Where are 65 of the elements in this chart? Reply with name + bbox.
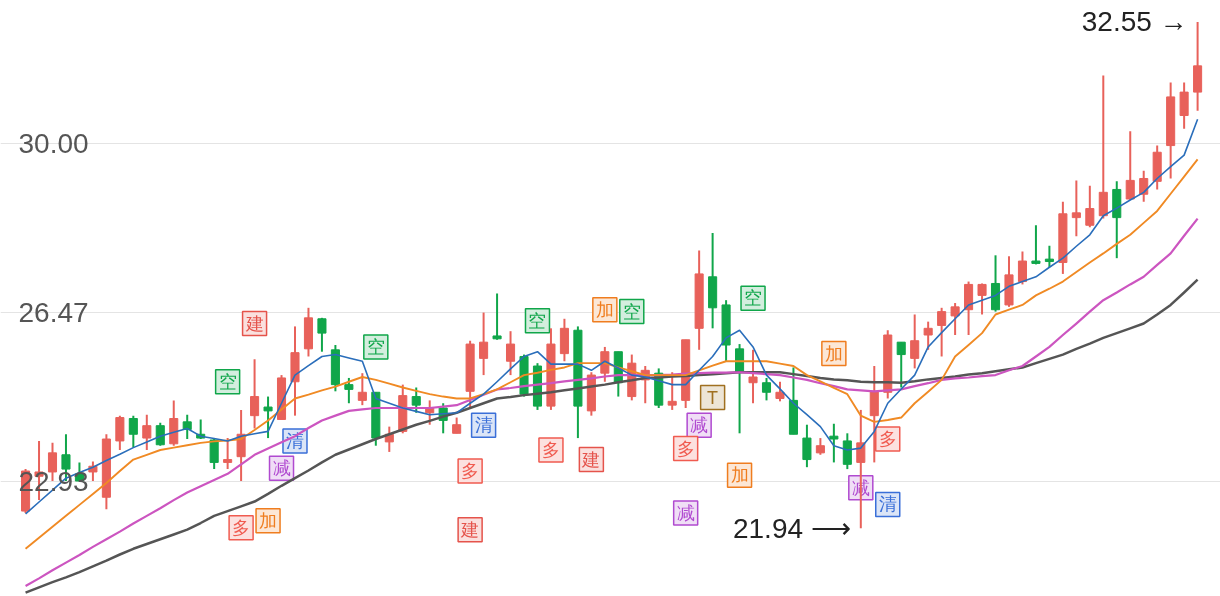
- text: 清: [474, 415, 493, 436]
- candlestick: [209, 438, 219, 471]
- candlestick: [492, 292, 502, 341]
- candlestick: [1031, 224, 1041, 266]
- text: 多: [878, 429, 897, 450]
- text: 空: [622, 301, 641, 322]
- y-tick-label: 30.00: [18, 128, 89, 160]
- candlestick: [1179, 81, 1189, 130]
- candlestick: [1044, 244, 1054, 269]
- text: 空: [528, 310, 547, 331]
- candlestick: [250, 358, 260, 430]
- candlestick: [842, 432, 852, 471]
- text: 多: [676, 438, 695, 459]
- text: 多: [461, 461, 480, 481]
- candlestick: [223, 437, 233, 471]
- annotation: 21.94 ⟶: [732, 512, 851, 544]
- candlestick: [263, 395, 273, 440]
- y-tick-label: 26.47: [18, 296, 89, 328]
- candlestick: [802, 423, 812, 469]
- candlestick: [910, 313, 920, 370]
- candlestick: [1071, 179, 1081, 238]
- candlestick: [344, 376, 354, 405]
- series-label: 减: [272, 458, 291, 479]
- annotation: 32.55 →: [1081, 6, 1188, 38]
- series-label: 建: [244, 313, 264, 334]
- text: 加: [730, 465, 749, 486]
- candlestick: [317, 316, 327, 353]
- text: 建: [461, 519, 480, 540]
- text: 加: [595, 299, 614, 320]
- text: 减: [676, 502, 695, 523]
- candlestick: [761, 376, 772, 402]
- series-label: 加: [259, 510, 278, 531]
- candlestick: [1017, 250, 1028, 286]
- series-label: T: [707, 387, 719, 408]
- text: 建: [582, 449, 601, 470]
- candlestick: [950, 302, 960, 336]
- candlestick: [1098, 74, 1108, 220]
- candlestick: [829, 422, 839, 464]
- candlestick: [923, 320, 933, 351]
- text: 清: [878, 494, 897, 515]
- text: 减: [690, 415, 709, 436]
- candlestick: [115, 414, 125, 452]
- series-label: 多: [232, 517, 251, 538]
- candlestick: [775, 380, 785, 403]
- candlestick: [142, 413, 152, 452]
- candlestick: [155, 421, 165, 447]
- candlestick: [937, 306, 947, 358]
- text: 空: [744, 288, 763, 309]
- text: 加: [824, 343, 843, 364]
- candlestick: [667, 371, 677, 411]
- candlestick: [411, 386, 421, 414]
- series-label: 空: [218, 371, 237, 392]
- text: 空: [366, 336, 385, 357]
- candlestick: [748, 348, 758, 405]
- candlestick: [1085, 184, 1095, 229]
- candlestick: [357, 372, 367, 407]
- text: 多: [541, 440, 560, 461]
- candlestick: [506, 330, 516, 377]
- candlestick: [977, 282, 987, 316]
- candlestick: [479, 311, 489, 377]
- candlestick: [600, 345, 610, 383]
- candlestick: [236, 408, 246, 483]
- candlestick: [1125, 130, 1135, 201]
- candlestick: [128, 414, 138, 449]
- candlestick: [896, 341, 906, 389]
